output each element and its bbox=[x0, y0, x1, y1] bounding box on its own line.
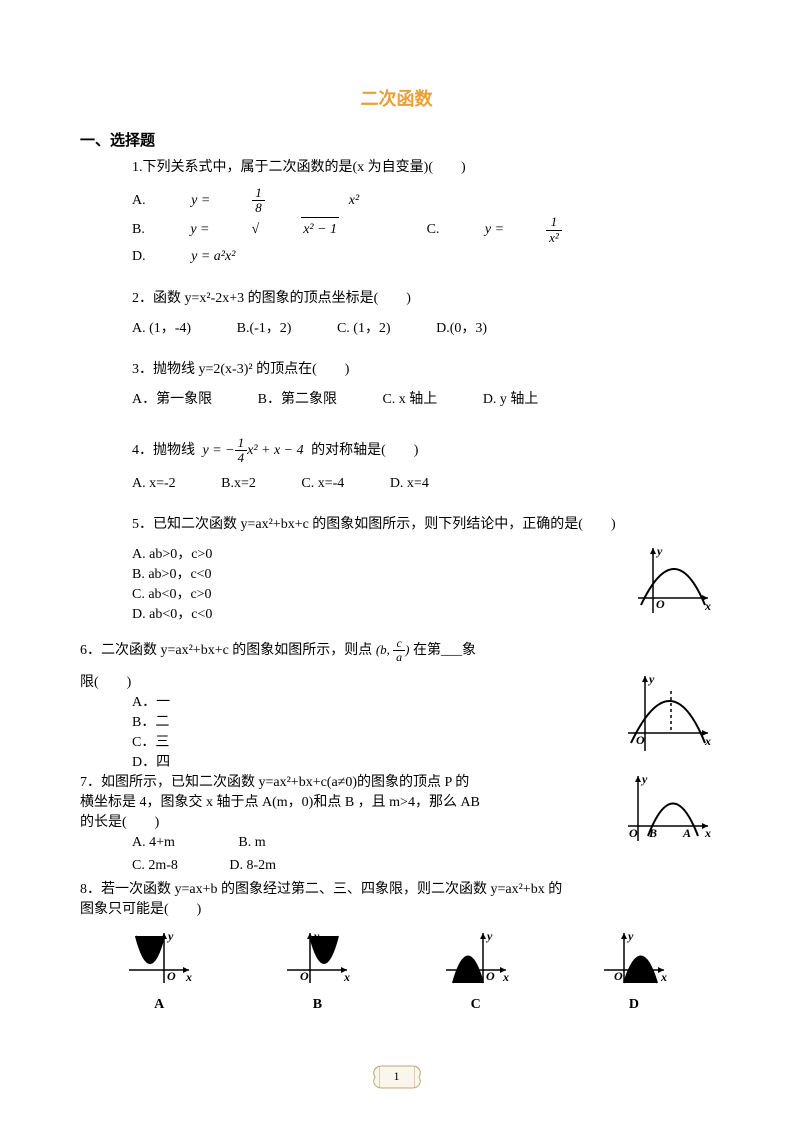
q3-b: B．第二象限 bbox=[258, 388, 337, 412]
q7-l1: 7．如图所示，已知二次函数 y=ax²+bx+c(a≠0)的图象的顶点 P 的 bbox=[80, 771, 713, 791]
formula-icon: y = −14x² + x − 4 bbox=[203, 436, 304, 466]
q8-d-label: D bbox=[569, 997, 699, 1013]
q4: 4．抛物线 y = −14x² + x − 4 的对称轴是( ) bbox=[132, 436, 713, 466]
page-num-value: 1 bbox=[367, 1069, 427, 1084]
svg-text:x: x bbox=[502, 970, 509, 984]
svg-text:x: x bbox=[704, 599, 711, 613]
formula-icon: y = a²x² bbox=[191, 245, 235, 269]
svg-text:y: y bbox=[626, 929, 634, 943]
q8-opt-d: Ox y D bbox=[569, 928, 699, 1013]
q1-options: A. y = 18 x² B. y = √x² − 1 C. y = 1x² D… bbox=[132, 186, 713, 269]
q8-b-label: B bbox=[252, 997, 382, 1013]
q8-opt-a: Ox y A bbox=[94, 928, 224, 1013]
svg-text:x: x bbox=[185, 970, 192, 984]
q8-graph-b: Ox y bbox=[282, 928, 352, 988]
formula-icon: (b, bbox=[376, 642, 393, 657]
q2-text: 2．函数 y=x²-2x+3 的图象的顶点坐标是( ) bbox=[132, 287, 713, 311]
formula-icon: y = bbox=[485, 218, 504, 242]
q8-c-label: C bbox=[411, 997, 541, 1013]
svg-text:y: y bbox=[485, 929, 493, 943]
q5-b: B. ab>0，c<0 bbox=[132, 563, 713, 583]
q5-a: A. ab>0，c>0 bbox=[132, 543, 713, 563]
q1-b: B. y = √x² − 1 bbox=[132, 217, 381, 242]
q1-d: D. y = a²x² bbox=[132, 245, 277, 269]
svg-text:y: y bbox=[647, 672, 655, 686]
svg-text:O: O bbox=[486, 969, 495, 983]
svg-text:x: x bbox=[660, 970, 667, 984]
formula-icon: y = bbox=[191, 189, 210, 213]
q8-l2: 图象只可能是( ) bbox=[80, 898, 713, 918]
svg-text:y: y bbox=[655, 544, 663, 558]
q7-graph: OB A x y bbox=[623, 771, 713, 846]
q7-options-2: C. 2m-8 D. 8-2m bbox=[132, 854, 713, 878]
q7-row: OB A x y 7．如图所示，已知二次函数 y=ax²+bx+c(a≠0)的图象的… bbox=[80, 771, 713, 879]
q4-pre: 4．抛物线 bbox=[132, 443, 195, 458]
q3-text: 3．抛物线 y=2(x-3)² 的顶点在( ) bbox=[132, 358, 713, 382]
q5-c: C. ab<0，c>0 bbox=[132, 583, 713, 603]
svg-text:B: B bbox=[648, 826, 657, 840]
q3-options: A．第一象限 B．第二象限 C. x 轴上 D. y 轴上 bbox=[132, 388, 713, 412]
q2-d: D.(0，3) bbox=[436, 317, 487, 341]
q5-d: D. ab<0，c<0 bbox=[132, 603, 713, 623]
page-title: 二次函数 bbox=[80, 85, 713, 111]
q6-line1: 6．二次函数 y=ax²+bx+c 的图象如图所示，则点 (b, ca) 在第_… bbox=[80, 637, 713, 664]
q6-row: 6．二次函数 y=ax²+bx+c 的图象如图所示，则点 (b, ca) 在第_… bbox=[80, 637, 713, 770]
q7-d: D. 8-2m bbox=[229, 854, 276, 878]
svg-text:O: O bbox=[636, 733, 645, 747]
q3-d: D. y 轴上 bbox=[483, 388, 539, 412]
page-number: 1 bbox=[367, 1062, 427, 1092]
svg-text:y: y bbox=[640, 772, 648, 786]
q4-a: A. x=-2 bbox=[132, 472, 176, 496]
q6-pre: 6．二次函数 y=ax²+bx+c 的图象如图所示，则点 bbox=[80, 643, 372, 658]
q1-c: C. y = 1x² bbox=[427, 215, 646, 245]
q5-graph: Ox y bbox=[633, 543, 713, 618]
q8-graph-c: Ox y bbox=[441, 928, 511, 988]
q7-a: A. 4+m bbox=[132, 831, 175, 855]
q5-row: 5．已知二次函数 y=ax²+bx+c 的图象如图所示，则下列结论中，正确的是(… bbox=[80, 513, 713, 637]
q3-a: A．第一象限 bbox=[132, 388, 212, 412]
q6-line2: 限( ) bbox=[80, 671, 713, 691]
section-header: 一、选择题 bbox=[80, 129, 713, 150]
svg-text:y: y bbox=[312, 929, 320, 943]
q7-l3: 的长是( ) bbox=[80, 811, 713, 831]
q2-b: B.(-1，2) bbox=[237, 317, 292, 341]
q8-options: Ox y A Ox y B Ox y C bbox=[80, 928, 713, 1013]
q8-l1: 8．若一次函数 y=ax+b 的图象经过第二、三、四象限，则二次函数 y=ax²… bbox=[80, 878, 713, 898]
q7-l2: 横坐标是 4，图象交 x 轴于点 A(m，0)和点 B ，且 m>4，那么 AB bbox=[80, 791, 713, 811]
svg-text:y: y bbox=[166, 929, 174, 943]
svg-text:O: O bbox=[629, 826, 638, 840]
svg-text:O: O bbox=[167, 969, 176, 983]
q8-opt-b: Ox y B bbox=[252, 928, 382, 1013]
svg-text:O: O bbox=[614, 969, 623, 983]
svg-text:x: x bbox=[704, 826, 711, 840]
q8-graph-a: Ox y bbox=[124, 928, 194, 988]
q1-a: A. y = 18 x² bbox=[132, 186, 401, 216]
q2-c: C. (1，2) bbox=[337, 317, 391, 341]
q6-graph: Ox y bbox=[623, 671, 713, 756]
q4-d: D. x=4 bbox=[390, 472, 429, 496]
page: 二次函数 一、选择题 1.下列关系式中，属于二次函数的是(x 为自变量)( ) … bbox=[0, 0, 793, 1122]
q8-a-label: A bbox=[94, 997, 224, 1013]
formula-icon: y = bbox=[190, 218, 209, 242]
q6-post: 在第___象 bbox=[413, 643, 476, 658]
svg-text:O: O bbox=[656, 597, 665, 611]
svg-text:x: x bbox=[343, 970, 350, 984]
q4-post: 的对称轴是( ) bbox=[311, 443, 418, 458]
q4-c: C. x=-4 bbox=[301, 472, 344, 496]
q8-graph-d: Ox y bbox=[599, 928, 669, 988]
svg-text:x: x bbox=[704, 734, 711, 748]
q8-opt-c: Ox y C bbox=[411, 928, 541, 1013]
q3-c: C. x 轴上 bbox=[382, 388, 437, 412]
q1-text: 1.下列关系式中，属于二次函数的是(x 为自变量)( ) bbox=[132, 156, 713, 180]
q7-b: B. m bbox=[238, 831, 265, 855]
q2-a: A. (1，-4) bbox=[132, 317, 191, 341]
svg-text:A: A bbox=[682, 826, 691, 840]
svg-text:O: O bbox=[300, 969, 309, 983]
q4-b: B.x=2 bbox=[221, 472, 256, 496]
q2-options: A. (1，-4) B.(-1，2) C. (1，2) D.(0，3) bbox=[132, 317, 713, 341]
q4-options: A. x=-2 B.x=2 C. x=-4 D. x=4 bbox=[132, 472, 713, 496]
q5-text: 5．已知二次函数 y=ax²+bx+c 的图象如图所示，则下列结论中，正确的是(… bbox=[132, 513, 713, 537]
q7-c: C. 2m-8 bbox=[132, 854, 178, 878]
